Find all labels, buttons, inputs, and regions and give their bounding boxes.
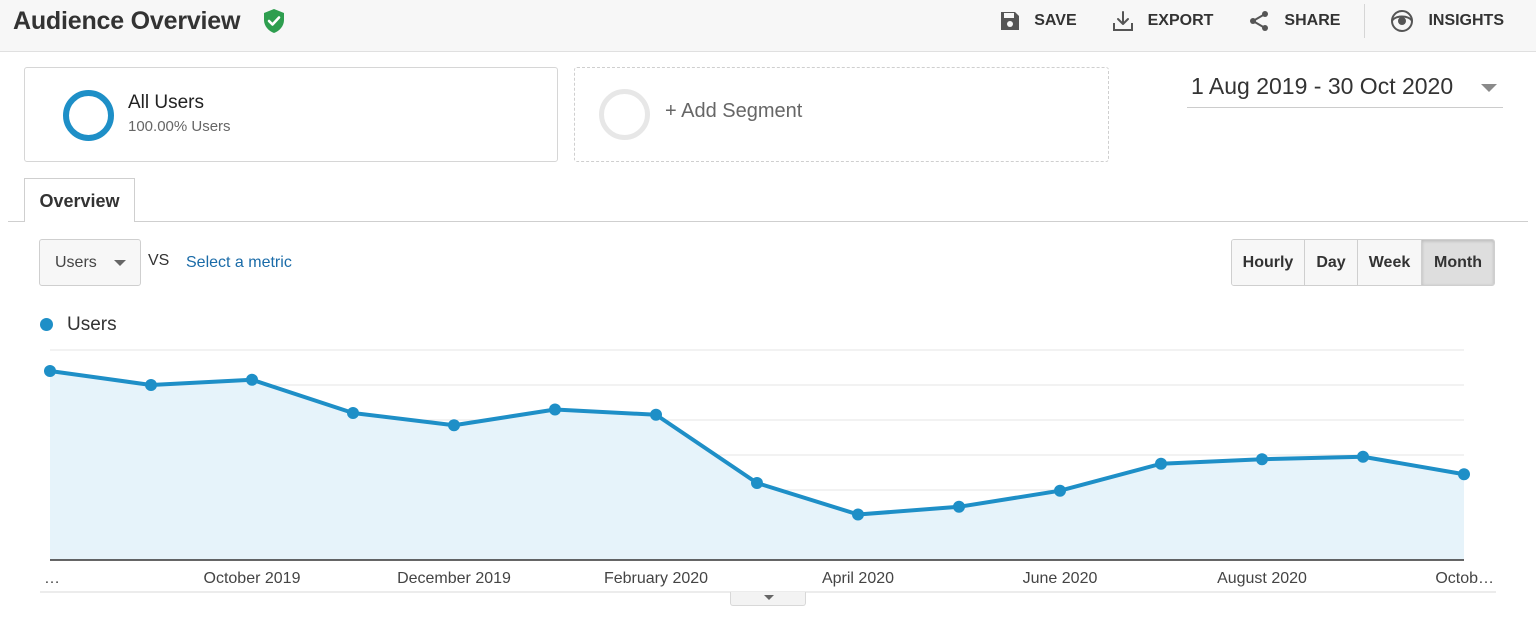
- data-point: [1054, 484, 1066, 497]
- segment-percentage: 100.00% Users: [128, 118, 231, 135]
- segment-color-ring: [63, 90, 114, 141]
- chevron-down-icon: [764, 595, 774, 600]
- vs-label: VS: [148, 252, 170, 269]
- data-point: [448, 419, 460, 432]
- segment-name: All Users: [128, 92, 205, 113]
- export-label: EXPORT: [1147, 12, 1214, 29]
- users-line-chart: … October 2019 December 2019 February 2020 A…: [40, 349, 1496, 593]
- export-icon: [1112, 11, 1133, 31]
- select-metric-link[interactable]: Select a metric: [186, 254, 292, 271]
- data-point: [1155, 457, 1167, 470]
- data-point: [1256, 453, 1268, 466]
- shield-check-icon: [264, 9, 284, 33]
- insights-button[interactable]: INSIGHTS: [1389, 8, 1504, 34]
- x-tick-label: February 2020: [604, 570, 708, 587]
- x-tick-label: August 2020: [1217, 570, 1307, 587]
- data-point: [751, 477, 763, 489]
- chevron-down-icon: [114, 260, 126, 266]
- report-header: Audience Overview SAVE EXPORT: [0, 0, 1536, 52]
- x-tick-label: December 2019: [397, 570, 511, 587]
- granularity-day-button[interactable]: Day: [1305, 240, 1358, 285]
- x-tick-label: June 2020: [1023, 570, 1098, 587]
- series-area: [50, 371, 1464, 560]
- insights-label: INSIGHTS: [1428, 12, 1504, 29]
- legend-label: Users: [67, 314, 117, 335]
- tab-divider: [8, 221, 1528, 222]
- insights-icon: [1391, 10, 1414, 32]
- data-point: [1458, 468, 1470, 481]
- data-point: [1357, 450, 1369, 463]
- page-title: Audience Overview: [13, 7, 241, 35]
- granularity-month-button[interactable]: Month: [1422, 240, 1494, 285]
- data-point: [44, 365, 56, 377]
- data-point: [852, 508, 864, 521]
- data-point: [549, 403, 561, 416]
- save-button[interactable]: SAVE: [999, 10, 1077, 32]
- granularity-hourly-button[interactable]: Hourly: [1232, 240, 1305, 285]
- export-button[interactable]: EXPORT: [1111, 9, 1214, 33]
- segment-all-users[interactable]: All Users 100.00% Users: [24, 67, 558, 162]
- save-icon: [1001, 12, 1020, 30]
- data-point: [347, 407, 359, 419]
- chevron-down-icon: [1481, 84, 1497, 92]
- action-divider: [1364, 4, 1366, 38]
- granularity-toggle: Hourly Day Week Month: [1231, 239, 1495, 286]
- share-label: SHARE: [1284, 12, 1341, 29]
- data-point: [953, 500, 965, 513]
- share-button[interactable]: SHARE: [1247, 9, 1340, 33]
- share-icon: [1250, 11, 1269, 31]
- metric-dropdown-label: Users: [55, 254, 97, 271]
- granularity-week-button[interactable]: Week: [1358, 240, 1422, 285]
- x-tick-label: …: [44, 570, 60, 587]
- legend-color-dot: [40, 318, 53, 331]
- data-point: [650, 408, 662, 421]
- chart-expand-toggle[interactable]: [730, 592, 806, 606]
- date-range-picker[interactable]: 1 Aug 2019 - 30 Oct 2020: [1187, 70, 1503, 108]
- x-tick-label: Octob…: [1435, 570, 1494, 587]
- add-segment-button[interactable]: + Add Segment: [574, 67, 1109, 162]
- add-segment-label: + Add Segment: [665, 100, 803, 122]
- x-tick-label: October 2019: [204, 570, 301, 587]
- data-point: [246, 373, 258, 386]
- date-range-label: 1 Aug 2019 - 30 Oct 2020: [1191, 73, 1454, 99]
- data-point: [145, 379, 157, 391]
- x-tick-label: April 2020: [822, 570, 894, 587]
- save-label: SAVE: [1034, 12, 1077, 29]
- header-actions: SAVE EXPORT SHARE INSIGH: [965, 0, 1504, 42]
- metric-dropdown[interactable]: Users: [39, 239, 141, 286]
- segment-placeholder-ring: [599, 89, 650, 140]
- tab-overview[interactable]: Overview: [24, 178, 135, 222]
